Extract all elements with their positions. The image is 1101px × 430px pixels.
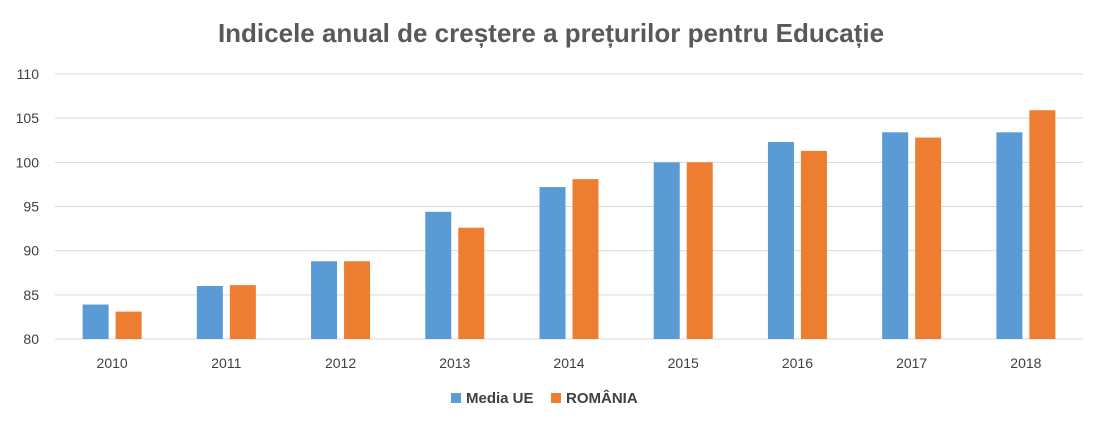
y-tick-label: 95	[23, 199, 39, 215]
bar-romania-2013	[458, 227, 485, 339]
bar-media-ue-2012	[311, 261, 338, 339]
x-tick-label: 2015	[668, 355, 699, 371]
y-axis-ticks: 80 85 90 95 100 105 110	[16, 66, 40, 347]
bar-romania-2011	[229, 285, 256, 339]
y-tick-label: 90	[23, 243, 39, 259]
x-axis-ticks: 2010 2011 2012 2013 2014 2015 2016 2017 2018	[97, 355, 1042, 371]
x-tick-label: 2014	[553, 355, 584, 371]
y-tick-label: 100	[16, 154, 40, 170]
gridlines	[55, 73, 1083, 340]
bar-romania-2012	[344, 261, 371, 339]
y-tick-label: 105	[16, 110, 40, 126]
chart-title: Indicele anual de creștere a prețurilor …	[218, 18, 884, 48]
y-tick-label: 85	[23, 287, 39, 303]
bar-romania-2016	[800, 150, 827, 339]
bar-romania-2017	[915, 137, 942, 339]
x-tick-label: 2018	[1010, 355, 1041, 371]
bar-media-ue-2015	[653, 162, 680, 339]
x-tick-label: 2016	[782, 355, 813, 371]
bar-media-ue-2010	[82, 304, 109, 339]
bar-media-ue-2018	[996, 132, 1023, 339]
bar-romania-2015	[686, 162, 713, 339]
legend-label: ROMÂNIA	[566, 389, 638, 407]
x-tick-label: 2013	[439, 355, 470, 371]
y-tick-label: 110	[17, 66, 40, 82]
legend-swatch	[451, 393, 461, 403]
y-tick-label: 80	[23, 331, 39, 347]
x-tick-label: 2010	[97, 355, 128, 371]
bar-romania-2018	[1029, 110, 1056, 339]
bar-romania-2010	[115, 311, 142, 339]
x-tick-label: 2012	[325, 355, 356, 371]
bars	[82, 110, 1056, 339]
bar-media-ue-2014	[539, 187, 566, 339]
bar-media-ue-2017	[882, 132, 909, 339]
bar-romania-2014	[572, 179, 599, 339]
bar-media-ue-2011	[196, 286, 223, 339]
legend-swatch	[551, 393, 561, 403]
bar-media-ue-2016	[767, 142, 794, 339]
x-tick-label: 2017	[896, 355, 927, 371]
legend: Media UE ROMÂNIA	[451, 389, 638, 407]
x-tick-label: 2011	[211, 355, 241, 371]
legend-label: Media UE	[466, 390, 534, 407]
bar-media-ue-2013	[425, 211, 452, 339]
